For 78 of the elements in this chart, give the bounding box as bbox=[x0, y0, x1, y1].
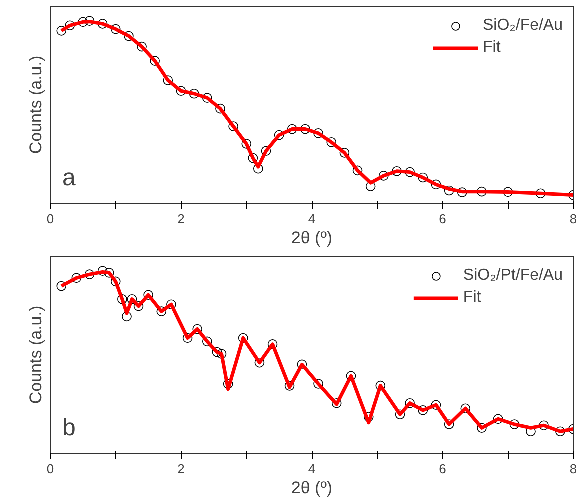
point bbox=[176, 86, 186, 96]
point bbox=[65, 20, 76, 31]
point bbox=[274, 130, 284, 140]
point bbox=[340, 148, 350, 158]
point bbox=[104, 268, 114, 278]
point bbox=[376, 380, 386, 391]
point bbox=[418, 172, 428, 183]
point bbox=[189, 88, 200, 99]
legend-label: SiO₂/Pt/Fe/Au bbox=[463, 267, 563, 285]
point bbox=[261, 146, 272, 156]
point bbox=[144, 290, 154, 300]
point bbox=[431, 180, 442, 190]
point bbox=[395, 410, 406, 420]
point bbox=[314, 379, 324, 389]
point bbox=[150, 56, 160, 66]
point bbox=[122, 312, 132, 322]
point bbox=[254, 358, 265, 368]
point bbox=[202, 336, 212, 347]
x-tick-label: 8 bbox=[570, 212, 578, 226]
point bbox=[216, 104, 226, 114]
point bbox=[134, 301, 144, 312]
point bbox=[56, 26, 67, 36]
point bbox=[431, 400, 442, 410]
point bbox=[84, 16, 95, 26]
point bbox=[314, 128, 324, 138]
point bbox=[216, 349, 227, 359]
point bbox=[248, 153, 258, 164]
point bbox=[418, 406, 428, 416]
point bbox=[127, 294, 138, 304]
x-tick-label: 4 bbox=[308, 462, 316, 476]
annotation: a bbox=[62, 164, 76, 192]
point bbox=[457, 188, 468, 198]
point bbox=[477, 423, 487, 434]
legend-label: SiO₂/Fe/Au bbox=[482, 17, 563, 35]
point bbox=[300, 124, 310, 134]
point bbox=[460, 404, 471, 414]
legend-label: Fit bbox=[482, 39, 502, 57]
point bbox=[242, 139, 252, 149]
point bbox=[228, 122, 238, 132]
point bbox=[539, 420, 549, 430]
point bbox=[98, 19, 108, 29]
point bbox=[493, 414, 504, 424]
point bbox=[284, 381, 295, 391]
annotation: b bbox=[62, 414, 76, 442]
x-tick-label: 2 bbox=[178, 462, 185, 476]
x-tick-label: 0 bbox=[46, 212, 54, 226]
point bbox=[118, 294, 128, 304]
point bbox=[156, 306, 167, 316]
point bbox=[352, 166, 363, 176]
point bbox=[110, 276, 121, 287]
x-tick-label: 8 bbox=[570, 462, 578, 476]
point bbox=[192, 324, 202, 334]
point bbox=[556, 426, 566, 436]
legend-label: Fit bbox=[463, 289, 482, 307]
point bbox=[444, 420, 454, 430]
point bbox=[163, 76, 174, 86]
point bbox=[56, 281, 67, 292]
point bbox=[212, 347, 222, 358]
x-tick-label: 6 bbox=[439, 212, 446, 226]
x-tick-label: 2 bbox=[178, 212, 185, 226]
point bbox=[202, 93, 212, 103]
x-tick-label: 4 bbox=[308, 212, 316, 226]
y-axis-title: Counts (a.u.) bbox=[26, 306, 46, 404]
point bbox=[124, 31, 134, 42]
point bbox=[379, 171, 389, 181]
point bbox=[137, 42, 147, 52]
x-tick-label: 6 bbox=[439, 462, 446, 476]
point bbox=[182, 333, 193, 344]
point bbox=[332, 398, 342, 408]
y-axis-title: Counts (a.u.) bbox=[26, 56, 46, 154]
point bbox=[72, 273, 82, 284]
x-tick-label: 0 bbox=[46, 462, 54, 476]
x-axis-title: 2θ (º) bbox=[291, 478, 333, 498]
point bbox=[166, 300, 176, 310]
point bbox=[268, 340, 278, 350]
x-axis-title: 2θ (º) bbox=[291, 228, 333, 248]
point bbox=[297, 360, 308, 370]
point bbox=[405, 398, 415, 408]
